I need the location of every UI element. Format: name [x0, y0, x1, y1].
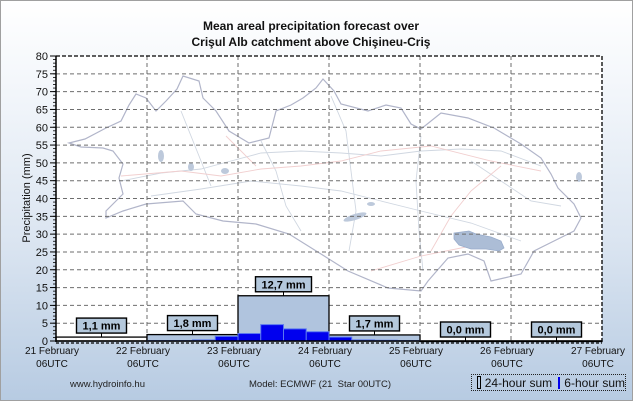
y-axis-label: Precipitation (mm): [21, 153, 33, 242]
bar-6-hour: [305, 331, 330, 342]
value-label-box: [75, 317, 128, 334]
y-tick-label: 40: [36, 194, 48, 206]
value-label-box: [254, 276, 313, 293]
y-tick-label: 55: [36, 140, 48, 152]
value-labels: 1,1 mm 1,8 mm 12,7 mm 1,7 mm 0,0 mm 0,0 mm: [75, 276, 583, 341]
x-tick-date: 22 February: [116, 346, 170, 357]
legend-label-6-hour: 6-hour sum: [564, 375, 625, 390]
value-label-text: 1,7 mm: [356, 318, 394, 330]
rivers: [120, 95, 562, 272]
value-label-box: [439, 321, 492, 338]
country-outline: [66, 75, 582, 292]
catchment-highlight: [453, 230, 505, 252]
outline-box-icon: [477, 376, 481, 389]
x-tick-date: 27 February: [571, 346, 625, 357]
y-tick-label: 70: [36, 87, 48, 99]
x-tick-date: 23 February: [207, 346, 261, 357]
legend-label-24-hour: 24-hour sum: [484, 375, 553, 390]
bar-6-hour: [260, 324, 284, 342]
chart-title-line-2: Crişul Alb catchment above Chişineu-Criş: [191, 35, 431, 49]
y-tick-label: 20: [36, 265, 48, 277]
y-tick-label: 0: [42, 336, 48, 348]
value-label-box: [530, 321, 583, 338]
x-tick-time: 06UTC: [218, 359, 250, 370]
model-info-text: Model: ECMWF (21 Star 00UTC): [249, 379, 391, 390]
y-tick-label: 45: [36, 176, 48, 188]
x-tick-date: 24 February: [298, 346, 352, 357]
x-tick-time: 06UTC: [36, 359, 68, 370]
y-tick-label: 30: [36, 229, 48, 241]
lakes: [158, 150, 582, 222]
bar-6-hour: [237, 333, 262, 342]
value-label-text: 12,7 mm: [261, 279, 305, 291]
y-tick-label: 80: [36, 51, 48, 63]
x-tick-date: 26 February: [480, 346, 534, 357]
y-tick-label: 60: [36, 122, 48, 134]
value-label-box: [348, 315, 401, 332]
catchment-map: [66, 75, 582, 292]
y-tick-label: 10: [36, 300, 48, 312]
value-label-text: 1,1 mm: [83, 321, 121, 333]
chart-title-line-1: Mean areal precipitation forecast over: [202, 19, 420, 33]
roads: [120, 135, 542, 272]
value-label-text: 0,0 mm: [538, 325, 576, 337]
bar-6-hour: [283, 328, 307, 342]
y-tick-label: 65: [36, 104, 48, 116]
y-tick-label: 5: [42, 318, 48, 330]
x-tick-time: 06UTC: [309, 359, 341, 370]
y-tick-label: 25: [36, 247, 48, 259]
filled-box-icon: [558, 376, 561, 389]
y-tick-label: 35: [36, 211, 48, 223]
y-tick-label: 75: [36, 69, 48, 81]
x-tick-time: 06UTC: [127, 359, 159, 370]
value-label-text: 1,8 mm: [174, 318, 212, 330]
y-tick-label: 15: [36, 283, 48, 295]
x-tick-time: 06UTC: [582, 359, 614, 370]
value-label-text: 0,0 mm: [447, 325, 485, 337]
x-tick-time: 06UTC: [400, 359, 432, 370]
tick-labels: 0 5 10 15 20 25 30 35 40 45 50 55 60 65 70 75 80 21 Febru…: [25, 51, 625, 370]
legend: 24-hour sum 6-hour sum: [471, 374, 626, 391]
x-tick-time: 06UTC: [491, 359, 523, 370]
x-tick-date: 21 February: [25, 346, 79, 357]
y-tick-label: 50: [36, 158, 48, 170]
axes: [50, 55, 603, 344]
website-text: www.hydroinfo.hu: [70, 379, 145, 390]
value-label-box: [166, 314, 219, 332]
x-tick-date: 25 February: [389, 346, 443, 357]
